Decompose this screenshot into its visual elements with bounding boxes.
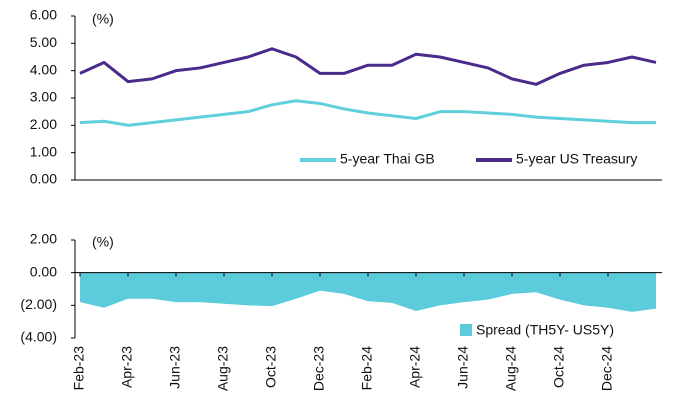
x-tick-label: Oct-24 — [551, 346, 567, 388]
y-tick-label: 5.00 — [30, 34, 57, 50]
area-series — [80, 272, 656, 312]
x-tick-label: Feb-24 — [359, 346, 375, 391]
y-tick-label: 4.00 — [30, 61, 57, 77]
x-tick-label: Aug-24 — [503, 346, 519, 391]
y-tick-label: 2.00 — [30, 116, 57, 132]
x-tick-label: Apr-23 — [119, 346, 135, 388]
y-tick-label: 2.00 — [30, 231, 57, 247]
x-tick-label: Dec-23 — [311, 346, 327, 391]
legend-label: 5-year Thai GB — [340, 151, 435, 167]
y-tick-label: 6.00 — [30, 7, 57, 23]
x-tick-label: Dec-24 — [599, 346, 615, 391]
legend-label: Spread (TH5Y- US5Y) — [476, 322, 614, 338]
x-tick-label: Aug-23 — [215, 346, 231, 391]
y-tick-label: 3.00 — [30, 89, 57, 105]
y-tick-label: 1.00 — [30, 143, 57, 159]
x-tick-label: Apr-24 — [407, 346, 423, 388]
unit-annotation: (%) — [92, 234, 114, 250]
x-tick-label: Jun-23 — [167, 346, 183, 389]
y-tick-label: 0.00 — [30, 263, 57, 279]
legend-label: 5-year US Treasury — [516, 151, 637, 167]
x-tick-label: Oct-23 — [263, 346, 279, 388]
legend-swatch — [460, 324, 472, 336]
line-series — [79, 47, 657, 86]
y-tick-label: 0.00 — [30, 171, 57, 187]
x-tick-label: Jun-24 — [455, 346, 471, 389]
x-tick-label: Feb-23 — [71, 346, 87, 391]
line-series — [79, 99, 656, 127]
unit-annotation: (%) — [92, 11, 114, 27]
y-tick-label: (2.00) — [20, 296, 57, 312]
y-tick-label: (4.00) — [20, 329, 57, 345]
